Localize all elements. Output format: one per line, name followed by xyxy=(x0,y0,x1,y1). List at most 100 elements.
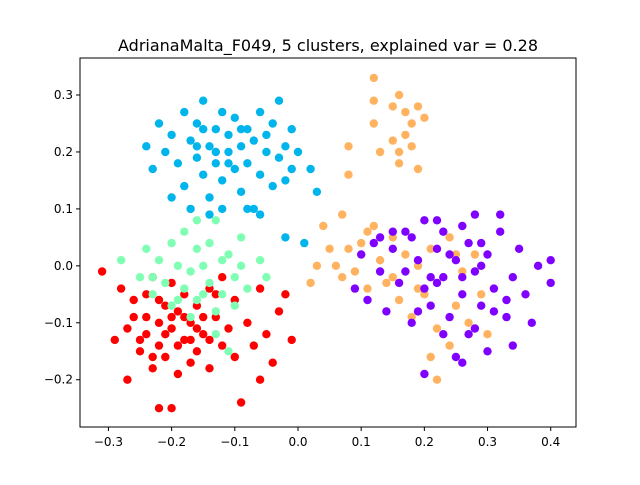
y-tick-label: 0.2 xyxy=(54,145,73,159)
data-point xyxy=(489,307,499,316)
data-point xyxy=(211,147,220,157)
data-point xyxy=(167,193,176,202)
data-point xyxy=(205,278,214,288)
data-point xyxy=(173,295,183,305)
data-point xyxy=(218,107,227,117)
data-point xyxy=(135,347,145,356)
data-point xyxy=(154,341,164,350)
x-tick-label: 0.0 xyxy=(288,435,307,449)
data-point xyxy=(445,233,454,242)
data-point xyxy=(148,290,157,299)
data-point xyxy=(180,181,189,191)
data-point xyxy=(426,244,435,253)
x-tick-label: 0.4 xyxy=(541,435,560,449)
data-point xyxy=(357,250,366,259)
data-point xyxy=(496,210,505,219)
data-point xyxy=(369,73,378,83)
data-point xyxy=(262,330,271,339)
y-axis: −0.2 −0.1 0.0 0.1 0.2 0.3 xyxy=(44,88,80,387)
data-point xyxy=(167,238,176,248)
data-point xyxy=(148,164,157,174)
data-point xyxy=(192,347,202,356)
data-point xyxy=(199,290,208,299)
data-point xyxy=(464,318,473,327)
data-point xyxy=(401,227,410,236)
data-point xyxy=(268,181,277,191)
data-point xyxy=(218,176,227,185)
data-point xyxy=(388,244,397,253)
data-point xyxy=(236,142,246,151)
data-point xyxy=(445,312,454,322)
data-point xyxy=(211,307,220,316)
data-point xyxy=(205,142,214,151)
data-point xyxy=(218,256,227,265)
data-point xyxy=(186,358,195,367)
data-point xyxy=(413,284,423,293)
data-point xyxy=(230,301,239,310)
data-point xyxy=(243,125,252,134)
data-point xyxy=(255,210,265,219)
data-point xyxy=(483,250,492,259)
data-point xyxy=(369,238,378,248)
data-point xyxy=(243,318,252,327)
data-point xyxy=(249,341,258,350)
x-tick-label: 0.1 xyxy=(352,435,371,449)
data-point xyxy=(489,284,499,293)
x-axis: −0.3 −0.2 −0.1 0.0 0.1 0.2 0.3 0.4 xyxy=(94,427,560,449)
data-point xyxy=(357,238,366,248)
data-point xyxy=(186,136,195,145)
data-point xyxy=(363,227,372,236)
data-point xyxy=(281,290,290,299)
data-point xyxy=(293,147,303,157)
data-point xyxy=(363,295,372,305)
data-point xyxy=(205,238,214,248)
data-point xyxy=(382,307,391,316)
data-point xyxy=(350,284,360,293)
data-point xyxy=(413,307,423,316)
data-point xyxy=(180,284,189,293)
x-tick-label: 0.2 xyxy=(415,435,434,449)
data-point xyxy=(173,159,183,168)
data-point xyxy=(477,301,486,310)
y-tick-label: 0.1 xyxy=(54,202,73,216)
data-point xyxy=(148,273,157,282)
data-point xyxy=(439,330,448,339)
data-point xyxy=(439,227,448,236)
data-point xyxy=(458,358,467,367)
data-point xyxy=(205,335,214,345)
data-point xyxy=(116,256,126,265)
data-point xyxy=(154,404,164,413)
data-point xyxy=(173,341,183,350)
data-point xyxy=(521,290,530,299)
data-point xyxy=(205,210,214,219)
data-point xyxy=(148,352,157,362)
data-point xyxy=(230,273,239,282)
x-tick-label: 0.3 xyxy=(478,435,497,449)
data-point xyxy=(236,398,246,407)
data-point xyxy=(445,250,454,259)
data-point xyxy=(319,221,328,231)
data-point xyxy=(199,312,208,322)
data-point xyxy=(496,227,505,236)
data-point xyxy=(243,204,252,214)
data-point xyxy=(211,216,220,225)
data-point xyxy=(546,256,555,265)
data-point xyxy=(243,284,252,293)
data-point xyxy=(426,301,435,310)
data-point xyxy=(218,290,227,299)
plot-frame xyxy=(79,57,577,428)
data-point xyxy=(344,244,353,253)
data-point xyxy=(224,130,233,140)
data-point xyxy=(388,227,397,236)
data-point xyxy=(369,96,378,105)
data-point xyxy=(325,244,334,253)
data-point xyxy=(205,364,214,373)
data-point xyxy=(401,267,410,276)
data-point xyxy=(300,238,309,248)
data-point xyxy=(161,147,170,157)
data-point xyxy=(394,147,404,157)
data-point xyxy=(388,136,397,145)
data-point xyxy=(135,335,145,345)
series-4 xyxy=(350,210,555,379)
data-point xyxy=(375,233,385,242)
